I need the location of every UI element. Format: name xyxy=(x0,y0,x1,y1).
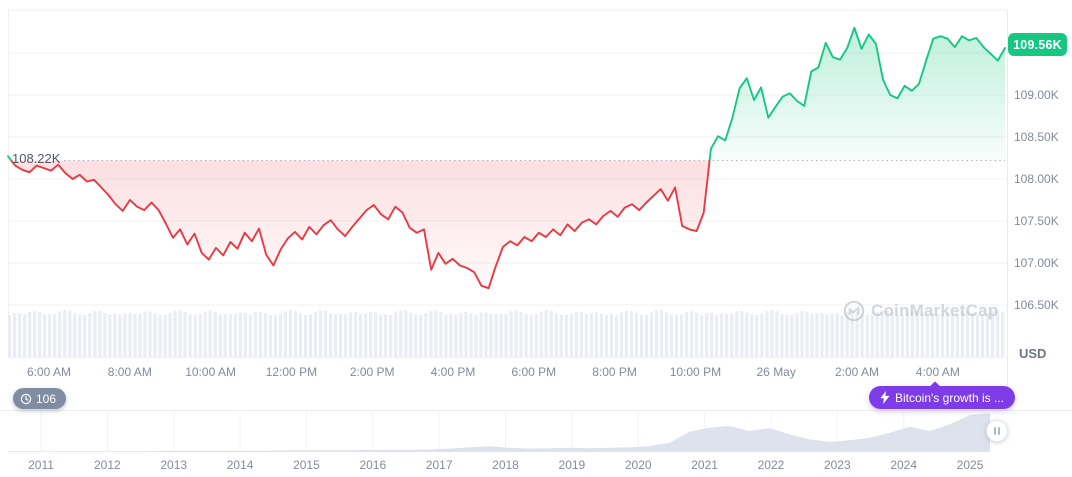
timeline-year-label: 2012 xyxy=(94,458,121,472)
y-axis-label: 108.00K xyxy=(1014,172,1059,186)
x-axis-label: 6:00 AM xyxy=(26,365,72,379)
timeline-year-label: 2013 xyxy=(160,458,188,472)
y-axis-label: 109.00K xyxy=(1014,88,1059,102)
timeline-year-label: 2018 xyxy=(492,458,519,472)
y-axis-label: 108.50K xyxy=(1014,130,1059,144)
x-axis-label: 8:00 AM xyxy=(107,365,152,379)
countdown-badge[interactable]: 106 xyxy=(13,388,67,409)
coinmarketcap-logo-icon xyxy=(843,300,865,322)
timeline-year-label: 2015 xyxy=(293,458,320,472)
timeline-year-label: 2014 xyxy=(226,458,254,472)
x-axis-label: 8:00 PM xyxy=(592,365,637,379)
x-axis-label: 6:00 PM xyxy=(511,365,557,379)
timeline-year-label: 2019 xyxy=(558,458,586,472)
x-axis-label: 2:00 PM xyxy=(349,365,395,379)
area-fill-down xyxy=(11,160,710,289)
bitcoin-growth-badge[interactable]: Bitcoin's growth is ... xyxy=(869,386,1015,409)
history-clock-icon xyxy=(20,393,32,404)
handle-grip-bar xyxy=(994,427,996,435)
volume-bars xyxy=(8,310,1005,357)
area-fill-up xyxy=(8,27,1005,161)
x-axis-label: 2:00 AM xyxy=(834,365,880,379)
x-axis-label: 4:00 AM xyxy=(915,365,960,379)
timeline-year-label: 2022 xyxy=(757,458,785,472)
y-axis-label: 106.50K xyxy=(1014,298,1059,312)
baseline-price-label: 108.22K xyxy=(12,151,61,166)
lightning-icon xyxy=(880,391,890,404)
coinmarketcap-watermark: CoinMarketCap xyxy=(843,300,998,322)
currency-unit-label: USD xyxy=(1019,346,1047,361)
timeline-year-label: 2025 xyxy=(956,458,984,472)
y-axis-label: 107.00K xyxy=(1014,256,1059,270)
price-line-up xyxy=(7,26,1006,161)
timeline-year-label: 2020 xyxy=(624,458,652,472)
watermark-text: CoinMarketCap xyxy=(871,301,999,320)
timeline-year-label: 2024 xyxy=(890,458,918,472)
timeline-year-label: 2023 xyxy=(823,458,851,472)
history-area xyxy=(8,413,990,452)
x-axis-label: 12:00 PM xyxy=(265,365,318,379)
timeline-year-label: 2021 xyxy=(691,458,718,472)
x-axis-label: 26 May xyxy=(756,365,796,379)
price-line-down xyxy=(10,160,711,290)
x-axis-label: 4:00 PM xyxy=(430,365,476,379)
timeline-year-label: 2011 xyxy=(28,458,54,472)
handle-grip-bar xyxy=(998,427,1000,435)
timeline-year-label: 2016 xyxy=(359,458,387,472)
y-axis-label: 107.50K xyxy=(1014,214,1059,228)
x-axis-label: 10:00 PM xyxy=(669,365,722,379)
current-price-badge: 109.56K xyxy=(1008,33,1067,56)
timeline-year-label: 2017 xyxy=(425,458,453,472)
growth-badge-label: Bitcoin's growth is ... xyxy=(895,390,1004,405)
timeline-range-handle[interactable] xyxy=(986,420,1008,442)
x-axis-label: 10:00 AM xyxy=(185,365,236,379)
countdown-value: 106 xyxy=(36,391,57,406)
